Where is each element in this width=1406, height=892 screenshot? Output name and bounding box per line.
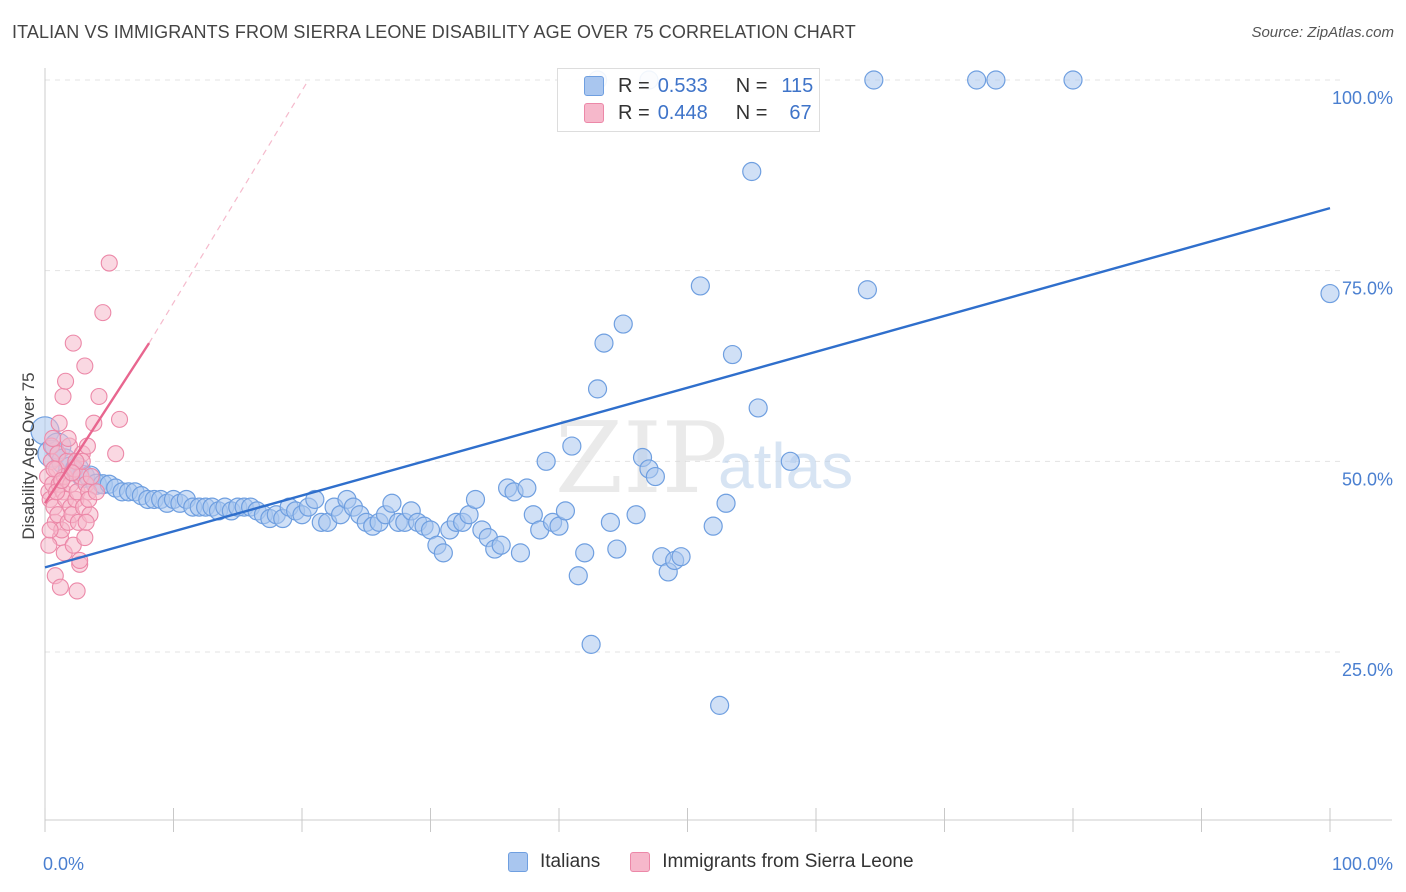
sierra-leone-point [51, 578, 69, 596]
italians-point [568, 566, 588, 586]
sierra-leone-point [107, 445, 125, 463]
stats-legend: R = 0.533 N = 115 R = 0.448 N = 67 [557, 68, 820, 132]
y-axis-label: Disability Age Over 75 [19, 372, 38, 539]
legend-n-label: N = [735, 101, 768, 124]
italians-point [626, 505, 646, 525]
italians-point [491, 535, 511, 555]
y-tick-label: 50.0% [1342, 469, 1393, 489]
italians-point [967, 70, 987, 90]
sierra-leone-point [57, 372, 75, 390]
tick-labels: 25.0% 50.0% 75.0% 100.0% 0.0% 100.0% [43, 88, 1393, 874]
sierra-leone-point [87, 483, 105, 501]
sierra-leone-point [77, 513, 95, 531]
sierra-leone-point [100, 254, 118, 272]
italians-point [645, 466, 665, 487]
italians-point [536, 451, 556, 471]
italians-point [594, 333, 614, 353]
sierra-leone-points [39, 254, 129, 600]
trend-lines [43, 79, 1331, 569]
legend-r-value: 0.448 [657, 101, 708, 124]
italians-point [607, 539, 627, 559]
sierra-leone-point [50, 414, 68, 432]
sierra-leone-point [44, 429, 62, 448]
sierra-leone-point [85, 414, 103, 432]
sierra-leone-point [59, 429, 77, 448]
sierra-leone-point [41, 521, 59, 539]
italians-point [780, 451, 800, 471]
italians-point [710, 695, 730, 715]
italians-point [671, 547, 691, 567]
legend-row-italians: R = 0.533 N = 115 [584, 73, 813, 99]
italians-point [1320, 283, 1340, 304]
legend-r-value: 0.533 [657, 74, 708, 97]
italians-point [587, 379, 608, 399]
y-tick-label: 100.0% [1332, 88, 1393, 108]
sierra-leone-trend-line [43, 342, 151, 504]
italians-point [857, 280, 878, 300]
sierra-leone-point [64, 334, 82, 352]
italians-point [986, 70, 1006, 90]
sierra-leone-point [63, 464, 81, 482]
italians-point [382, 493, 402, 513]
italians-trend-line [44, 206, 1331, 569]
sierra-leone-point [110, 410, 129, 428]
italians-point [742, 161, 762, 182]
italians-point [1063, 70, 1083, 90]
x-tick-label: 100.0% [1332, 854, 1393, 874]
sierra-leone-swatch [630, 852, 651, 872]
italians-swatch [508, 852, 528, 872]
italians-point [575, 543, 595, 563]
sierra-leone-point [40, 536, 58, 554]
sierra-leone-point [94, 304, 112, 322]
italians-point [555, 501, 576, 521]
italians-point [433, 543, 453, 563]
sierra-leone-point [82, 468, 100, 486]
watermark: ZIP atlas [555, 402, 853, 516]
italians-points [30, 70, 1340, 715]
italians-swatch [584, 76, 604, 96]
sierra-leone-point [76, 529, 94, 547]
source-credit: Source: ZipAtlas.com [1251, 24, 1394, 41]
italians-point [562, 436, 582, 456]
italians-point [600, 512, 621, 532]
legend-item-sierra-leone[interactable]: Immigrants from Sierra Leone [630, 851, 914, 873]
y-tick-label: 75.0% [1342, 279, 1393, 299]
x-tick-label: 0.0% [43, 854, 84, 874]
italians-point [716, 493, 736, 513]
chart-title: ITALIAN VS IMMIGRANTS FROM SIERRA LEONE … [12, 22, 856, 42]
grid-lines [45, 79, 1340, 653]
legend-r-label: R = [618, 74, 650, 97]
legend-r-label: R = [618, 101, 650, 124]
italians-point [613, 314, 633, 334]
legend-item-italians[interactable]: Italians [508, 851, 600, 873]
italians-point [510, 543, 531, 563]
italians-point [748, 398, 768, 418]
sierra-leone-point [54, 387, 72, 406]
italians-point [305, 489, 325, 510]
legend-n-value: 67 [789, 101, 812, 124]
italians-point [581, 634, 601, 654]
italians-point [722, 344, 743, 365]
italians-point [690, 276, 710, 296]
italians-point [465, 489, 486, 510]
y-tick-label: 25.0% [1342, 660, 1393, 680]
legend-n-label: N = [735, 74, 768, 97]
sierra-leone-point [76, 357, 94, 375]
sierra-leone-trend-extension [148, 79, 309, 344]
sierra-leone-point [68, 582, 86, 600]
italians-point [864, 70, 884, 90]
series-legend: Italians Immigrants from Sierra Leone [508, 851, 944, 873]
sierra-leone-point [90, 387, 108, 406]
legend-row-sierra-leone: R = 0.448 N = 67 [584, 100, 812, 126]
legend-label-italians: Italians [540, 851, 601, 872]
legend-n-value: 115 [781, 74, 814, 97]
italians-point [517, 478, 537, 498]
sierra-leone-swatch [584, 103, 604, 123]
italians-point [703, 516, 723, 536]
legend-label-sierra-leone: Immigrants from Sierra Leone [662, 851, 914, 872]
